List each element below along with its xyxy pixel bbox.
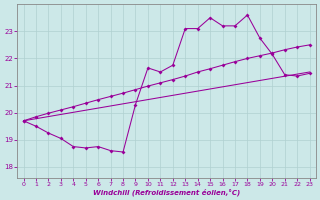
X-axis label: Windchill (Refroidissement éolien,°C): Windchill (Refroidissement éolien,°C) [93, 188, 240, 196]
